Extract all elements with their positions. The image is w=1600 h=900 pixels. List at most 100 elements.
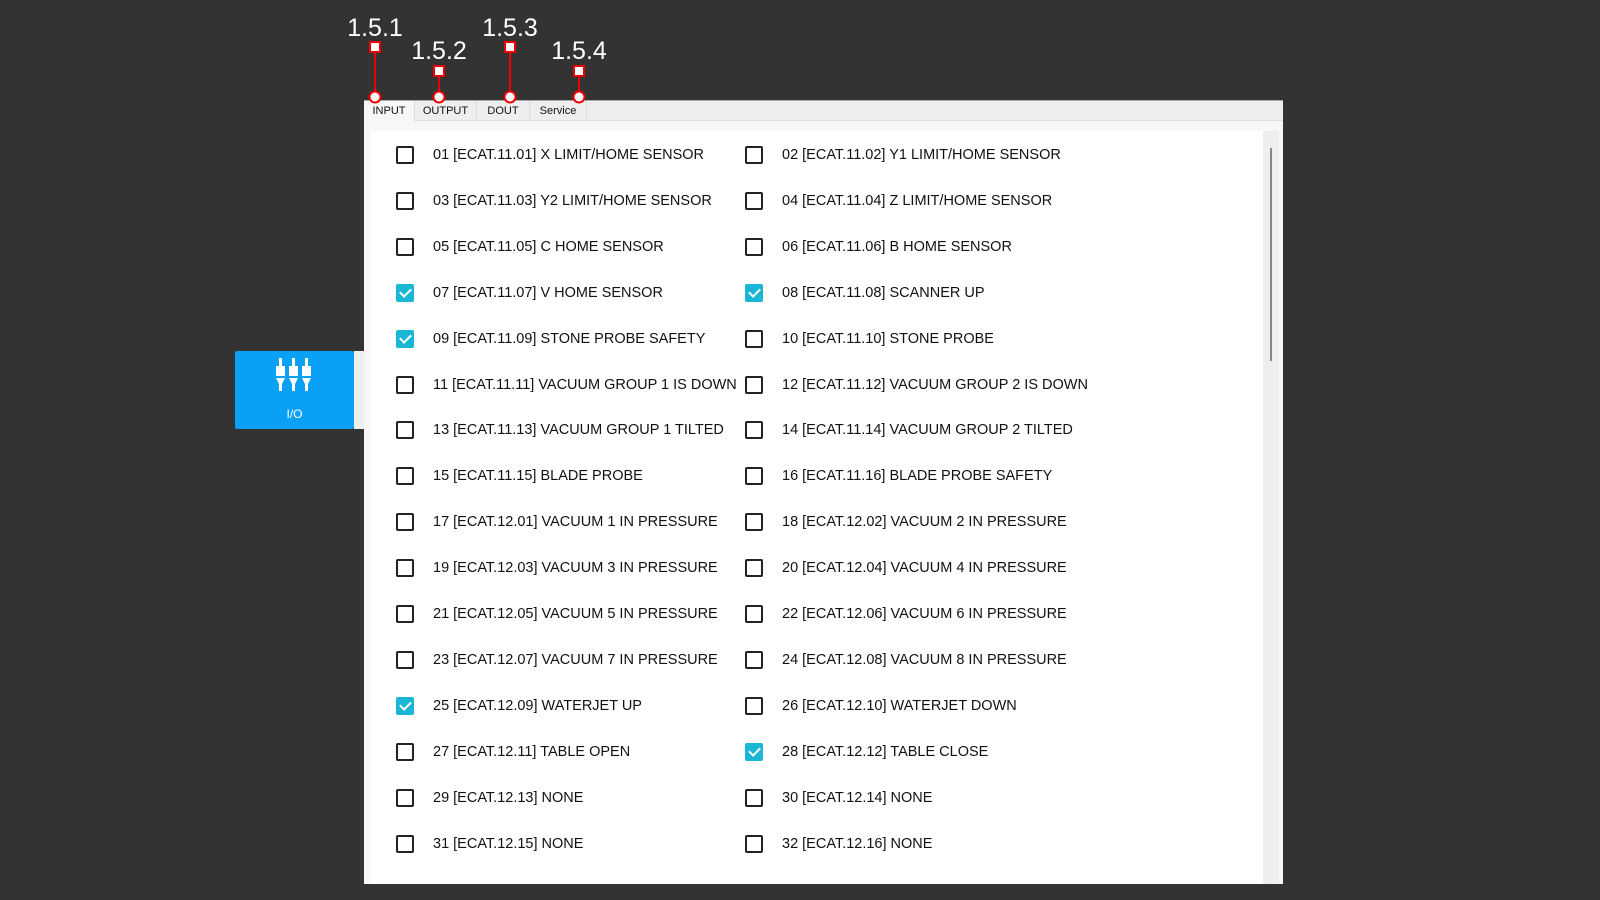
input-checkbox[interactable] <box>396 650 414 669</box>
input-checkbox[interactable] <box>745 146 763 164</box>
input-checkbox[interactable] <box>396 421 414 440</box>
input-checkbox[interactable] <box>396 696 414 715</box>
input-item[interactable]: 19 [ECAT.12.03] VACUUM 3 IN PRESSURE <box>396 558 718 578</box>
input-checkbox[interactable] <box>396 788 414 807</box>
annotation-line <box>578 71 580 97</box>
input-item[interactable]: 29 [ECAT.12.13] NONE <box>396 788 583 808</box>
annotation-marker <box>369 41 381 53</box>
input-item[interactable]: 12 [ECAT.11.12] VACUUM GROUP 2 IS DOWN <box>745 375 1088 395</box>
input-item[interactable]: 05 [ECAT.11.05] C HOME SENSOR <box>396 237 664 257</box>
annotation-marker <box>573 65 585 77</box>
tab-input[interactable]: INPUT <box>364 101 415 121</box>
input-item[interactable]: 20 [ECAT.12.04] VACUUM 4 IN PRESSURE <box>745 558 1067 578</box>
io-label: I/O <box>286 407 303 421</box>
input-checkbox[interactable] <box>396 742 414 761</box>
plug-connectors-icon <box>276 358 311 391</box>
input-checkbox[interactable] <box>745 559 763 578</box>
input-item[interactable]: 14 [ECAT.11.14] VACUUM GROUP 2 TILTED <box>745 420 1073 440</box>
annotation-label: 1.5.4 <box>551 37 607 65</box>
scrollbar-thumb[interactable] <box>1270 148 1272 361</box>
input-checkbox[interactable] <box>745 834 763 853</box>
input-item[interactable]: 31 [ECAT.12.15] NONE <box>396 834 583 854</box>
annotation-anchor <box>572 90 586 104</box>
input-label: 03 [ECAT.11.03] Y2 LIMIT/HOME SENSOR <box>433 192 712 209</box>
input-label: 24 [ECAT.12.08] VACUUM 8 IN PRESSURE <box>782 651 1067 668</box>
input-checkbox[interactable] <box>745 605 763 623</box>
annotation-marker <box>433 65 445 77</box>
input-checkbox[interactable] <box>745 696 763 715</box>
annotation-label: 1.5.3 <box>482 14 538 42</box>
input-checkbox[interactable] <box>745 742 763 761</box>
input-label: 20 [ECAT.12.04] VACUUM 4 IN PRESSURE <box>782 560 1067 577</box>
input-label: 21 [ECAT.12.05] VACUUM 5 IN PRESSURE <box>433 606 718 622</box>
input-checkbox[interactable] <box>396 467 414 486</box>
input-label: 01 [ECAT.11.01] X LIMIT/HOME SENSOR <box>433 147 705 163</box>
input-item[interactable]: 06 [ECAT.11.06] B HOME SENSOR <box>745 237 1012 257</box>
input-label: 07 [ECAT.11.07] V HOME SENSOR <box>433 284 663 301</box>
input-checkbox[interactable] <box>396 605 414 623</box>
input-label: 04 [ECAT.11.04] Z LIMIT/HOME SENSOR <box>782 192 1053 209</box>
tab-output[interactable]: OUTPUT <box>415 101 477 120</box>
input-checkbox[interactable] <box>396 283 414 302</box>
input-item[interactable]: 25 [ECAT.12.09] WATERJET UP <box>396 696 642 716</box>
input-item[interactable]: 16 [ECAT.11.16] BLADE PROBE SAFETY <box>745 466 1052 486</box>
input-checkbox[interactable] <box>396 191 414 210</box>
input-item[interactable]: 23 [ECAT.12.07] VACUUM 7 IN PRESSURE <box>396 650 718 670</box>
input-label: 12 [ECAT.11.12] VACUUM GROUP 2 IS DOWN <box>782 376 1088 393</box>
input-item[interactable]: 10 [ECAT.11.10] STONE PROBE <box>745 329 994 349</box>
input-label: 16 [ECAT.11.16] BLADE PROBE SAFETY <box>782 468 1053 485</box>
input-checkbox[interactable] <box>396 834 414 853</box>
input-item[interactable]: 18 [ECAT.12.02] VACUUM 2 IN PRESSURE <box>745 512 1067 532</box>
input-item[interactable]: 17 [ECAT.12.01] VACUUM 1 IN PRESSURE <box>396 512 718 532</box>
input-item[interactable]: 30 [ECAT.12.14] NONE <box>745 788 932 808</box>
input-checkbox[interactable] <box>396 375 414 394</box>
input-checkbox[interactable] <box>745 467 763 486</box>
input-item[interactable]: 21 [ECAT.12.05] VACUUM 5 IN PRESSURE <box>396 604 718 624</box>
input-item[interactable]: 27 [ECAT.12.11] TABLE OPEN <box>396 742 630 762</box>
input-checkbox[interactable] <box>396 237 414 256</box>
input-label: 05 [ECAT.11.05] C HOME SENSOR <box>433 238 664 255</box>
input-label: 26 [ECAT.12.10] WATERJET DOWN <box>782 697 1017 714</box>
input-item[interactable]: 28 [ECAT.12.12] TABLE CLOSE <box>745 742 988 762</box>
scrollbar[interactable] <box>1263 131 1279 884</box>
input-item[interactable]: 02 [ECAT.11.02] Y1 LIMIT/HOME SENSOR <box>745 145 1061 165</box>
input-checkbox[interactable] <box>745 329 763 348</box>
input-checkbox[interactable] <box>745 513 763 532</box>
input-item[interactable]: 32 [ECAT.12.16] NONE <box>745 834 932 854</box>
annotation-marker <box>504 41 516 53</box>
tab-service[interactable]: Service <box>530 101 587 120</box>
input-item[interactable]: 01 [ECAT.11.01] X LIMIT/HOME SENSOR <box>396 145 704 165</box>
input-label: 30 [ECAT.12.14] NONE <box>782 789 933 806</box>
input-item[interactable]: 22 [ECAT.12.06] VACUUM 6 IN PRESSURE <box>745 604 1067 624</box>
input-label: 17 [ECAT.12.01] VACUUM 1 IN PRESSURE <box>433 514 718 531</box>
input-item[interactable]: 07 [ECAT.11.07] V HOME SENSOR <box>396 283 663 303</box>
annotation-anchor <box>368 90 382 104</box>
io-nav-button[interactable]: I/O <box>235 351 354 429</box>
input-checkbox[interactable] <box>745 237 763 256</box>
tab-bar: INPUT OUTPUT DOUT Service <box>364 101 1283 121</box>
input-checkbox[interactable] <box>745 650 763 669</box>
input-checkbox[interactable] <box>745 191 763 210</box>
input-item[interactable]: 03 [ECAT.11.03] Y2 LIMIT/HOME SENSOR <box>396 191 712 211</box>
input-checkbox[interactable] <box>745 788 763 807</box>
input-checkbox[interactable] <box>396 513 414 532</box>
input-item[interactable]: 24 [ECAT.12.08] VACUUM 8 IN PRESSURE <box>745 650 1067 670</box>
input-checkbox[interactable] <box>396 146 414 164</box>
annotation-line <box>374 47 376 97</box>
tab-dout[interactable]: DOUT <box>477 101 530 120</box>
annotation-label: 1.5.1 <box>347 14 403 42</box>
input-checkbox[interactable] <box>745 375 763 394</box>
input-item[interactable]: 11 [ECAT.11.11] VACUUM GROUP 1 IS DOWN <box>396 375 737 395</box>
input-item[interactable]: 08 [ECAT.11.08] SCANNER UP <box>745 283 985 303</box>
input-item[interactable]: 13 [ECAT.11.13] VACUUM GROUP 1 TILTED <box>396 420 724 440</box>
input-label: 25 [ECAT.12.09] WATERJET UP <box>433 697 642 714</box>
input-item[interactable]: 15 [ECAT.11.15] BLADE PROBE <box>396 466 643 486</box>
input-checkbox[interactable] <box>745 421 763 440</box>
input-checkbox[interactable] <box>396 559 414 578</box>
input-item[interactable]: 09 [ECAT.11.09] STONE PROBE SAFETY <box>396 329 705 349</box>
input-item[interactable]: 26 [ECAT.12.10] WATERJET DOWN <box>745 696 1017 716</box>
input-checkbox[interactable] <box>745 283 763 302</box>
input-item[interactable]: 04 [ECAT.11.04] Z LIMIT/HOME SENSOR <box>745 191 1052 211</box>
input-checkbox[interactable] <box>396 329 414 348</box>
input-label: 19 [ECAT.12.03] VACUUM 3 IN PRESSURE <box>433 560 718 577</box>
